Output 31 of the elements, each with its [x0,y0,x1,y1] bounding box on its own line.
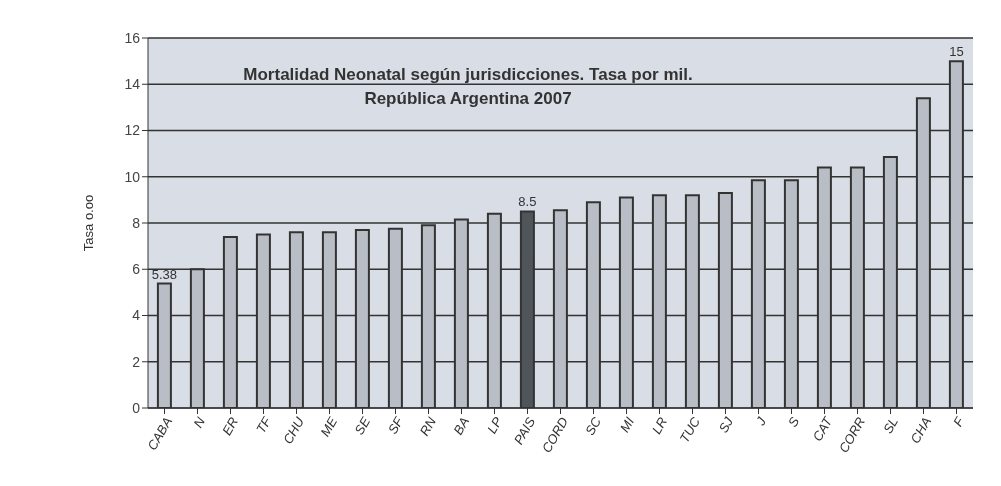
x-tick-label: RN [416,414,440,439]
x-tick-label: SL [880,414,902,436]
x-tick-label: SF [384,413,407,437]
x-tick-label: S [784,414,803,430]
x-tick-label: LR [648,414,671,437]
x-tick-label: TF [253,413,275,436]
x-tick-label: LP [484,414,506,436]
x-tick-label: BA [450,414,473,438]
y-tick-label: 4 [132,307,141,324]
x-tick-label: ME [317,414,341,439]
x-tick-label: F [950,413,968,429]
y-tick-label: 0 [132,399,141,416]
y-tick-label: 16 [124,29,141,46]
x-tick-label: SJ [715,414,737,436]
x-tick-label: MI [616,414,638,435]
data-label: 8.5 [518,194,537,210]
y-tick-label: 14 [124,76,141,93]
data-label: 5.38 [151,266,178,282]
y-tick-label: 8 [132,214,141,231]
x-tick-label: J [752,414,770,429]
x-tick-label: SE [351,414,374,438]
text: Mortalidad Neonatal según jurisdicciones. Tasa por mil. República Argentina 2007 [242,64,694,110]
x-tick-label: N [190,414,209,431]
y-tick-label: 12 [124,122,141,139]
x-tick-label: ER [219,414,242,438]
x-tick-label: SC [582,414,605,438]
y-tick-label: 2 [132,353,141,370]
y-axis-title: Tasa o.oo [80,194,96,252]
data-label: 15 [949,44,964,60]
y-tick-label: 6 [132,261,141,278]
y-tick-label: 10 [124,168,141,185]
